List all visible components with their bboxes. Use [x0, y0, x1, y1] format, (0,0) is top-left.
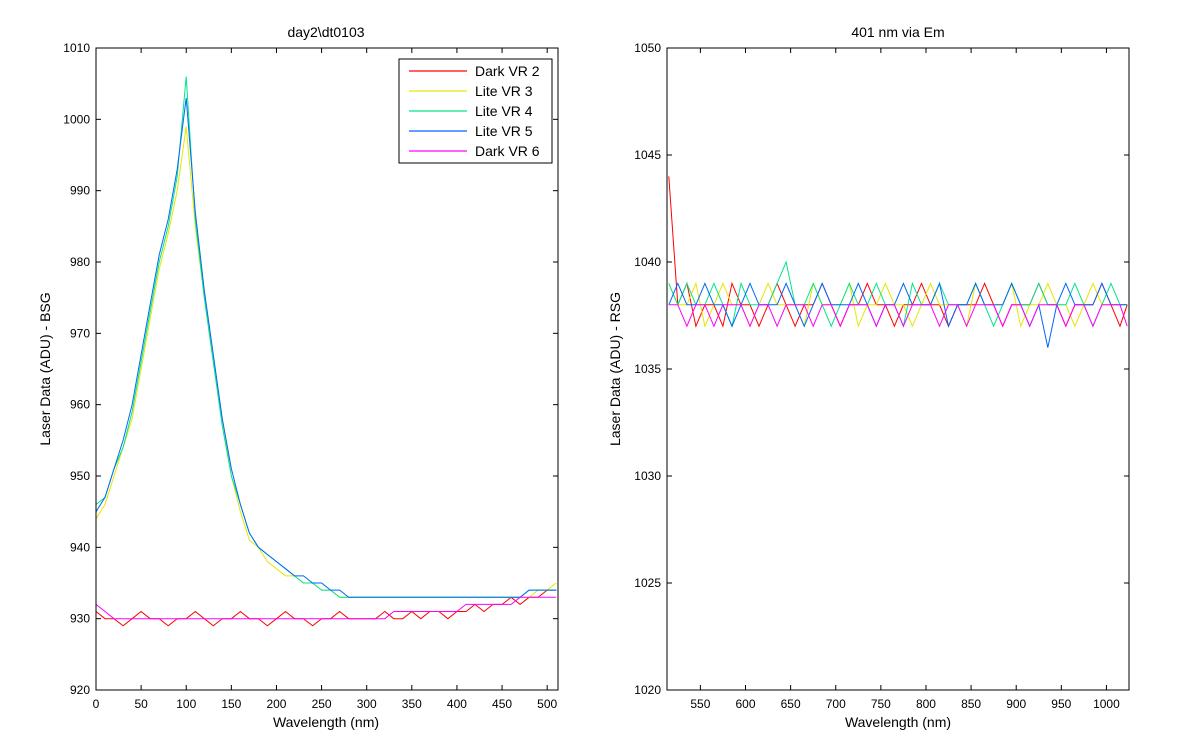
left-xtick-label: 200: [266, 697, 286, 711]
left-plot-frame: [95, 47, 559, 691]
right-xtick-label: 900: [1006, 697, 1026, 711]
right-series-line-4: [668, 281, 1128, 348]
right-xtick-label: 650: [781, 697, 801, 711]
right-ytick-label: 1050: [634, 41, 661, 55]
right-ytick-label: 1020: [634, 683, 661, 697]
right-series-line-5: [668, 304, 1128, 328]
right-xtick-label: 700: [826, 697, 846, 711]
left-xtick-label: 250: [312, 697, 332, 711]
left-ytick-label: 970: [70, 326, 90, 340]
right-xtick-label: 600: [735, 697, 755, 711]
left-legend: Dark VR 2 Lite VR 3 Lite VR 4 Lite VR 5 Dark…: [398, 58, 553, 164]
right-plot-frame: [666, 47, 1130, 691]
left-xtick-label: 500: [537, 697, 557, 711]
right-xtick-label: 1000: [1093, 697, 1120, 711]
legend-label: Dark VR 6: [475, 143, 540, 159]
right-chart-xlabel: Wavelength (nm): [845, 714, 951, 730]
left-xtick-label: 450: [492, 697, 512, 711]
right-xtick-label: 850: [961, 697, 981, 711]
left-chart-xlabel: Wavelength (nm): [273, 714, 379, 730]
right-xtick-label: 950: [1051, 697, 1071, 711]
left-ytick-label: 920: [70, 683, 90, 697]
left-xtick-label: 150: [221, 697, 241, 711]
left-ytick-label: 1000: [63, 112, 90, 126]
left-chart: day2\dt0103 Wavelength (nm) Laser Data (…: [37, 24, 559, 730]
legend-label: Lite VR 5: [475, 123, 533, 139]
left-xtick-label: 0: [93, 697, 100, 711]
right-ytick-label: 1035: [634, 362, 661, 376]
left-xtick-label: 50: [134, 697, 148, 711]
left-ytick-label: 1010: [63, 41, 90, 55]
left-axis-layer: 0 50 100 150 200 250 300 350 400 450 500 920 930 940 9…: [63, 41, 558, 711]
right-ytick-label: 1030: [634, 469, 661, 483]
right-xtick-label: 750: [871, 697, 891, 711]
left-xtick-label: 100: [176, 697, 196, 711]
left-series-layer: [95, 76, 557, 627]
left-series-line-5: [95, 596, 557, 620]
right-series-layer: [668, 176, 1128, 348]
legend-label: Lite VR 3: [475, 83, 533, 99]
left-xtick-label: 350: [402, 697, 422, 711]
legend-label: Dark VR 2: [475, 63, 540, 79]
right-chart-title: 401 nm via Em: [851, 24, 944, 40]
left-chart-ylabel: Laser Data (ADU) - BSG: [37, 292, 53, 445]
left-series-line-4: [95, 97, 557, 598]
left-ytick-label: 960: [70, 398, 90, 412]
right-xtick-label: 550: [690, 697, 710, 711]
left-xtick-label: 400: [447, 697, 467, 711]
right-chart-ylabel: Laser Data (ADU) - RSG: [607, 292, 623, 446]
left-ytick-label: 980: [70, 255, 90, 269]
left-ytick-label: 930: [70, 612, 90, 626]
right-ytick-label: 1025: [634, 576, 661, 590]
left-xtick-label: 300: [357, 697, 377, 711]
right-ytick-label: 1040: [634, 255, 661, 269]
left-ytick-label: 990: [70, 184, 90, 198]
right-ytick-label: 1045: [634, 148, 661, 162]
right-chart: 401 nm via Em Wavelength (nm) Laser Data…: [607, 24, 1130, 730]
right-axis-layer: 550 600 650 700 750 800 850 900 950 1000 1020 1025 1…: [634, 41, 1129, 711]
left-ytick-label: 950: [70, 469, 90, 483]
right-xtick-label: 800: [916, 697, 936, 711]
left-ytick-label: 940: [70, 540, 90, 554]
left-chart-title: day2\dt0103: [287, 24, 364, 40]
legend-label: Lite VR 4: [475, 103, 533, 119]
